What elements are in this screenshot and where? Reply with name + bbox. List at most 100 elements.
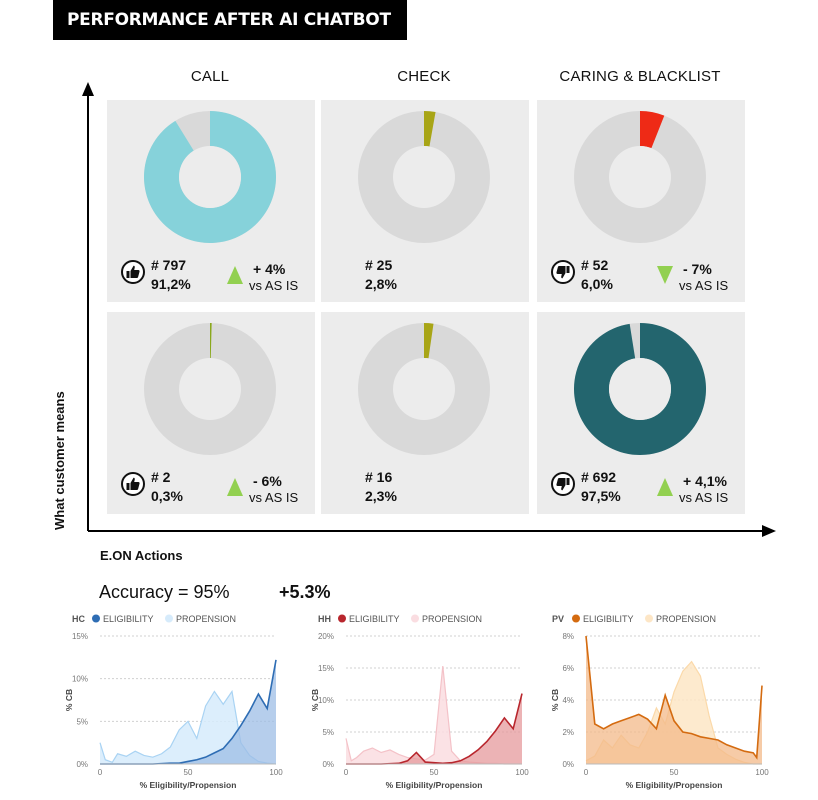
panel-percentage: 6,0%: [581, 276, 613, 292]
chart-title: PV: [552, 614, 564, 624]
x-axis-label: % Eligibility/Propension: [626, 780, 723, 790]
panel-1: # 25 2,8%: [321, 100, 529, 302]
chart-title: HC: [72, 614, 85, 624]
x-tick-label: 100: [755, 768, 769, 777]
legend-label: ELIGIBILITY: [583, 614, 634, 624]
chart-title: HH: [318, 614, 331, 624]
series-line-eligibility: [346, 693, 523, 765]
y-tick-label: 4%: [562, 696, 574, 705]
panel-stats: # 25 2,8%: [365, 256, 397, 294]
panel-percentage: 2,8%: [365, 276, 397, 292]
donut-chart: [144, 323, 276, 455]
hc-chart: 0% 5% 10% 15% 0 50 100 HC ELIGIBILITY PROPENSION%…: [66, 614, 283, 790]
panel-percentage: 0,3%: [151, 488, 183, 504]
y-tick-label: 15%: [72, 632, 88, 641]
y-axis-label: % CB: [66, 689, 74, 711]
panel-stats: # 52 6,0%: [581, 256, 613, 294]
legend-label: PROPENSION: [422, 614, 482, 624]
column-header-check: CHECK: [397, 68, 451, 85]
eon-actions-title: E.ON Actions: [100, 548, 183, 563]
series-area-propension: [586, 661, 762, 764]
x-axis-label: % Eligibility/Propension: [140, 780, 237, 790]
legend-marker: [645, 614, 653, 623]
delta-reference: vs AS IS: [249, 490, 299, 505]
panel-count: # 25: [365, 257, 393, 273]
column-header-caring-blacklist: CARING & BLACKLIST: [559, 68, 721, 85]
donut-segment: [640, 111, 665, 149]
series-line-eligibility: [585, 635, 763, 760]
donut-hole: [609, 146, 671, 208]
hh-chart: 0% 5% 10% 15% 20% 0 50 100 HH ELIGIBILITY PROPENSI…: [312, 614, 529, 790]
y-tick-label: 20%: [318, 632, 334, 641]
delta-value: - 6%: [253, 473, 282, 489]
y-tick-label: 15%: [318, 664, 334, 673]
panel-2: # 52 6,0% - 7% vs AS IS: [537, 100, 745, 302]
y-tick-label: 0%: [76, 760, 88, 769]
delta-reference: vs AS IS: [679, 278, 729, 293]
panel-delta: - 6% vs AS IS: [249, 472, 298, 506]
donut-chart: [358, 111, 490, 243]
x-tick-label: 50: [184, 768, 193, 777]
panel-4: # 16 2,3%: [321, 312, 529, 514]
legend-label: ELIGIBILITY: [349, 614, 400, 624]
donut-hole: [393, 358, 455, 420]
legend-marker: [572, 614, 580, 623]
panel-count: # 692: [581, 469, 617, 485]
y-tick-label: 10%: [318, 696, 334, 705]
y-axis-label: What customer means: [52, 391, 67, 530]
panel-count: # 16: [365, 469, 393, 485]
series-area-propension: [346, 666, 522, 764]
panel-5: # 692 97,5% + 4,1% vs AS IS: [537, 312, 745, 514]
y-axis-label: % CB: [312, 689, 320, 711]
panel-delta: + 4% vs AS IS: [249, 260, 298, 294]
delta-reference: vs AS IS: [249, 278, 299, 293]
donut-chart: [144, 111, 276, 243]
legend-marker: [165, 614, 173, 623]
donut-chart: [574, 111, 706, 243]
thumbs-down-icon: [551, 472, 575, 496]
legend-marker: [92, 614, 100, 623]
legend-label: PROPENSION: [656, 614, 716, 624]
panel-stats: # 797 91,2%: [151, 256, 191, 294]
series-area-eligibility: [586, 636, 762, 764]
x-tick-label: 0: [344, 768, 349, 777]
legend-label: ELIGIBILITY: [103, 614, 154, 624]
y-axis-label: % CB: [550, 689, 560, 711]
delta-reference: vs AS IS: [679, 490, 729, 505]
y-tick-label: 6%: [562, 664, 574, 673]
donut-hole: [609, 358, 671, 420]
donut-chart: [358, 323, 490, 455]
legend-marker: [411, 614, 419, 623]
x-tick-label: 50: [670, 768, 679, 777]
donut-hole: [393, 146, 455, 208]
matrix-axes: [82, 82, 776, 537]
panel-0: # 797 91,2% + 4% vs AS IS: [107, 100, 315, 302]
delta-value: + 4%: [253, 261, 286, 277]
donut-segment: [424, 323, 434, 359]
thumbs-down-icon: [551, 260, 575, 284]
x-axis-label: % Eligibility/Propension: [386, 780, 483, 790]
thumbs-up-icon: [121, 472, 145, 496]
trend-up-icon: [227, 266, 243, 289]
donut-segment: [424, 111, 436, 147]
trend-up-icon: [227, 478, 243, 501]
y-tick-label: 5%: [322, 728, 334, 737]
panel-percentage: 2,3%: [365, 488, 397, 504]
panel-percentage: 91,2%: [151, 276, 191, 292]
y-tick-label: 0%: [562, 760, 574, 769]
trend-down-icon: [657, 266, 673, 289]
y-tick-label: 2%: [562, 728, 574, 737]
panel-stats: # 692 97,5%: [581, 468, 621, 506]
panel-percentage: 97,5%: [581, 488, 621, 504]
legend-label: PROPENSION: [176, 614, 236, 624]
x-axis-arrow: [762, 525, 776, 537]
y-axis-arrow: [82, 82, 94, 96]
thumbs-up-icon: [121, 260, 145, 284]
y-tick-label: 10%: [72, 675, 88, 684]
y-tick-label: 0%: [322, 760, 334, 769]
y-tick-label: 5%: [76, 717, 88, 726]
donut-chart: [574, 323, 706, 455]
column-header-call: CALL: [190, 68, 230, 85]
page-title: PERFORMANCE AFTER AI CHATBOT: [53, 0, 407, 40]
panel-stats: # 2 0,3%: [151, 468, 183, 506]
